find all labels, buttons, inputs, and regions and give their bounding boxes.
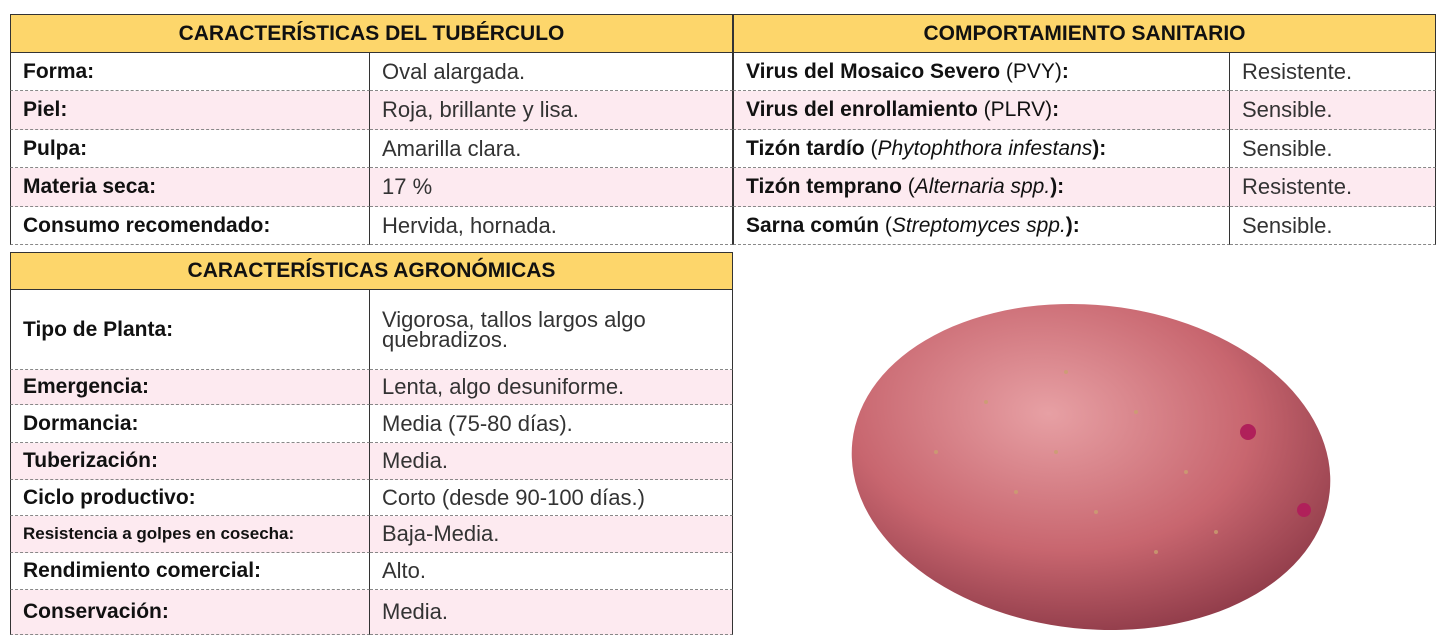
section-title: CARACTERÍSTICAS AGRONÓMICAS [10,252,733,290]
label-part: Streptomyces spp. [891,213,1066,237]
row-value: Sensible. [1230,91,1436,130]
row-value: Sensible. [1230,130,1436,168]
label-part: Phytophthora infestans [877,136,1093,160]
row-value: Resistente. [1230,53,1436,91]
row-label: Virus del Mosaico Severo (PVY): [733,53,1230,91]
row-value: Media (75-80 días). [370,405,733,443]
row-value: Baja-Media. [370,516,733,553]
section-title: COMPORTAMIENTO SANITARIO [733,14,1436,53]
label-part: (PVY) [1000,59,1062,83]
row-value: Media. [370,443,733,480]
row-value: Media. [370,590,733,635]
section-title: CARACTERÍSTICAS DEL TUBÉRCULO [10,14,733,53]
label-part: Sarna común [746,213,880,237]
row-label: Dormancia: [10,405,370,443]
row-value: Lenta, algo desuniforme. [370,370,733,405]
label-part: Virus del enrollamiento [746,98,978,121]
label-part: (PLRV) [977,98,1053,121]
label-part: Virus del Mosaico Severo [746,59,1001,83]
row-label: Virus del enrollamiento (PLRV): [733,91,1230,130]
row-label: Tizón tardío (Phytophthora infestans): [733,130,1230,168]
label-part: ): [1092,136,1107,160]
row-label: Tizón temprano (Alternaria spp.): [733,168,1230,207]
label-part: ( [864,136,878,160]
row-label: Sarna común (Streptomyces spp.): [733,207,1230,245]
row-label: Ciclo productivo: [10,480,370,516]
label-part: ( [901,175,915,198]
row-label: Rendimiento comercial: [10,553,370,590]
label-part: Tizón temprano [746,175,902,198]
row-value: Alto. [370,553,733,590]
row-value: Oval alargada. [370,53,733,91]
row-label: Materia seca: [10,168,370,207]
row-label: Pulpa: [10,130,370,168]
row-value: Corto (desde 90-100 días.) [370,480,733,516]
row-label: Resistencia a golpes en cosecha: [10,516,370,553]
label-part: Tizón tardío [746,136,865,160]
row-label: Piel: [10,91,370,130]
label-part: : [1061,59,1069,83]
row-label: Forma: [10,53,370,91]
row-value: Hervida, hornada. [370,207,733,245]
row-value: Amarilla clara. [370,130,733,168]
row-value: Resistente. [1230,168,1436,207]
row-value: Sensible. [1230,207,1436,245]
row-value: 17 % [370,168,733,207]
label-part: ): [1050,175,1065,198]
row-label: Emergencia: [10,370,370,405]
row-value: Roja, brillante y lisa. [370,91,733,130]
row-label: Conservación: [10,590,370,635]
potato-image [851,303,1331,631]
label-part: ): [1065,213,1080,237]
row-label: Tipo de Planta: [10,290,370,370]
label-part: : [1052,98,1060,121]
row-value: Vigorosa, tallos largos algo quebradizos… [370,290,733,370]
label-part: ( [879,213,892,237]
row-label: Tuberización: [10,443,370,480]
label-part: Alternaria spp. [914,175,1051,198]
row-label: Consumo recomendado: [10,207,370,245]
